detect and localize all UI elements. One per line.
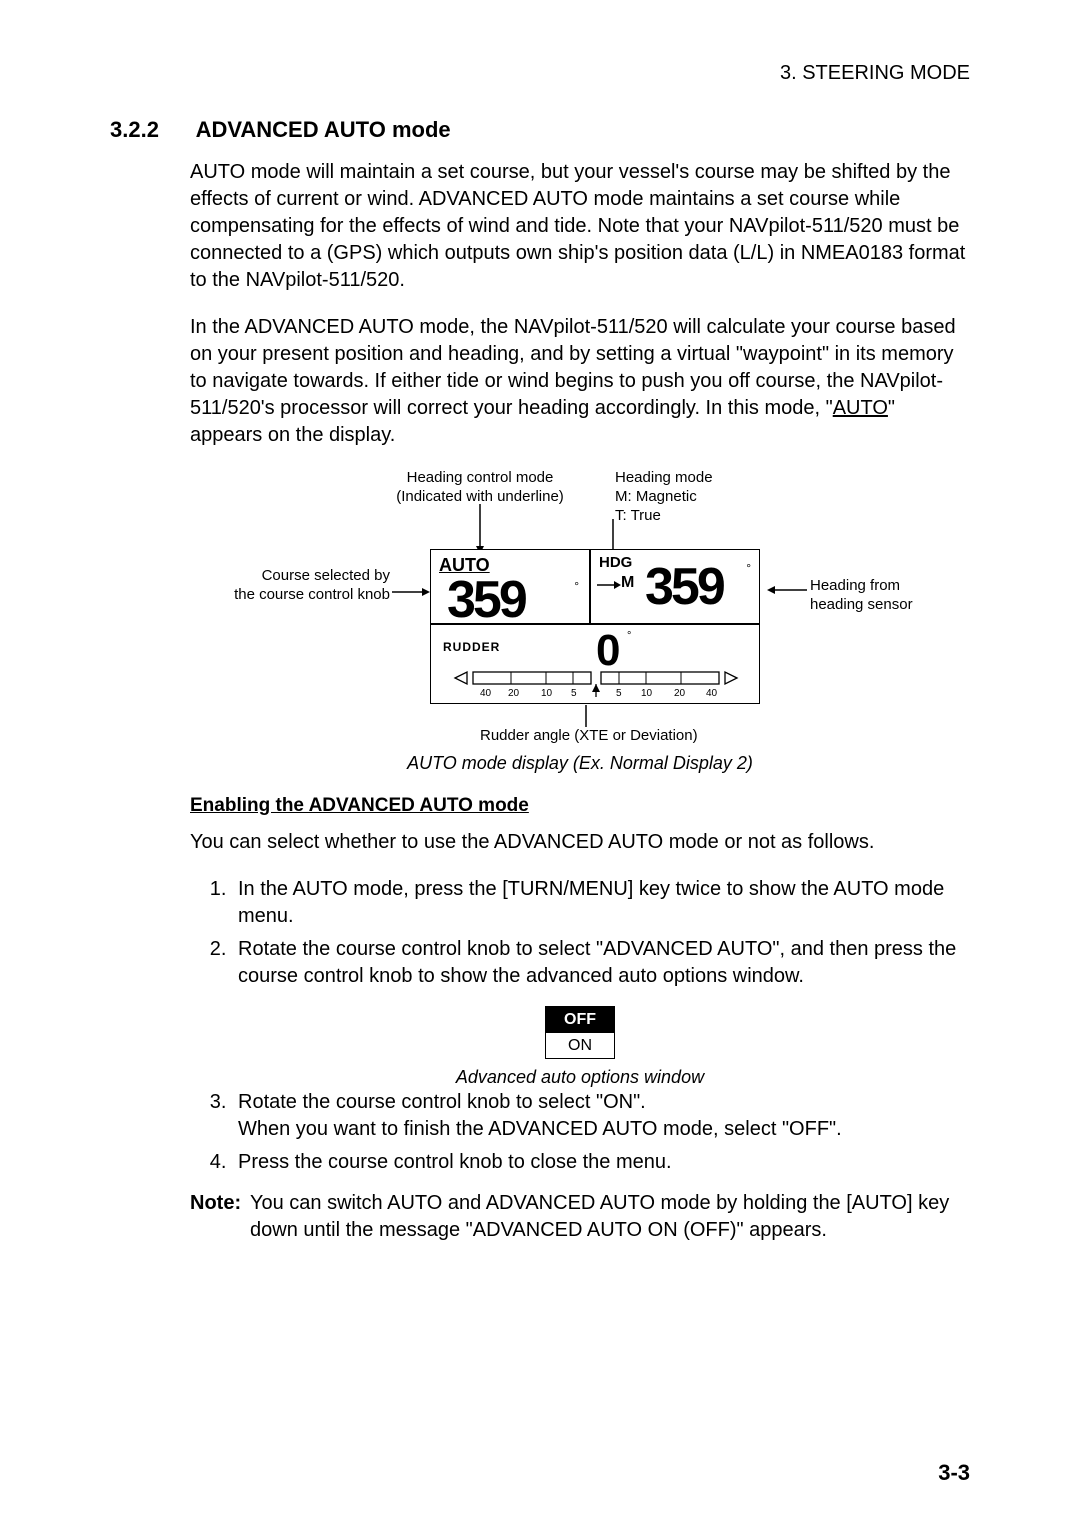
auto-underlined: AUTO [833, 397, 888, 419]
label-heading-from-1: Heading from [810, 577, 900, 594]
step-3-line2: When you want to finish the ADVANCED AUT… [238, 1118, 842, 1140]
page-number: 3-3 [938, 1458, 970, 1488]
options-caption: Advanced auto options window [190, 1065, 970, 1089]
step-3: Rotate the course control knob to select… [232, 1089, 970, 1143]
section-title: ADVANCED AUTO mode [196, 117, 451, 142]
tick-10r: 10 [641, 687, 652, 701]
tick-40r: 40 [706, 687, 717, 701]
chapter-header: 3. STEERING MODE [110, 60, 970, 87]
enable-intro: You can select whether to use the ADVANC… [190, 829, 970, 856]
label-heading-mode-m: M: Magnetic [615, 488, 697, 505]
figure-caption: AUTO mode display (Ex. Normal Display 2) [190, 751, 970, 775]
tick-5r: 5 [616, 687, 622, 701]
label-course-selected-1: Course selected by [262, 567, 390, 584]
screen-course-359: 359 [447, 577, 589, 624]
screen-heading-359: 359 [645, 564, 723, 611]
label-heading-control-mode-1: Heading control mode [407, 469, 554, 486]
step-2: Rotate the course control knob to select… [232, 936, 970, 990]
screen-rudder-label: RUDDER [443, 639, 500, 655]
paragraph-2: In the ADVANCED AUTO mode, the NAVpilot-… [190, 314, 970, 449]
option-off: OFF [546, 1007, 614, 1033]
tick-20l: 20 [508, 687, 519, 701]
label-heading-mode-t: T: True [615, 507, 661, 524]
label-rudder-angle: Rudder angle (XTE or Deviation) [480, 727, 698, 746]
note-text: You can switch AUTO and ADVANCED AUTO mo… [250, 1190, 970, 1244]
step-1: In the AUTO mode, press the [TURN/MENU] … [232, 876, 970, 930]
option-on: ON [546, 1033, 614, 1059]
tick-10l: 10 [541, 687, 552, 701]
step-3-line1: Rotate the course control knob to select… [238, 1091, 646, 1113]
section-heading: 3.2.2 ADVANCED AUTO mode [110, 115, 970, 145]
tick-40l: 40 [480, 687, 491, 701]
subheading-enabling: Enabling the ADVANCED AUTO mode [190, 793, 970, 819]
step-4: Press the course control knob to close t… [232, 1149, 970, 1176]
label-heading-control-mode-2: (Indicated with underline) [396, 488, 564, 505]
label-heading-from-2: heading sensor [810, 596, 913, 613]
label-course-selected-2: the course control knob [234, 586, 390, 603]
diagram-figure: Heading control mode (Indicated with und… [190, 469, 970, 775]
note-label: Note: [190, 1190, 250, 1244]
label-heading-mode: Heading mode [615, 469, 713, 486]
screen-m-indicator: M [621, 572, 634, 594]
options-window: OFF ON [545, 1006, 615, 1059]
tick-20r: 20 [674, 687, 685, 701]
tick-5l: 5 [571, 687, 577, 701]
section-number: 3.2.2 [110, 115, 190, 145]
paragraph-1: AUTO mode will maintain a set course, bu… [190, 159, 970, 294]
